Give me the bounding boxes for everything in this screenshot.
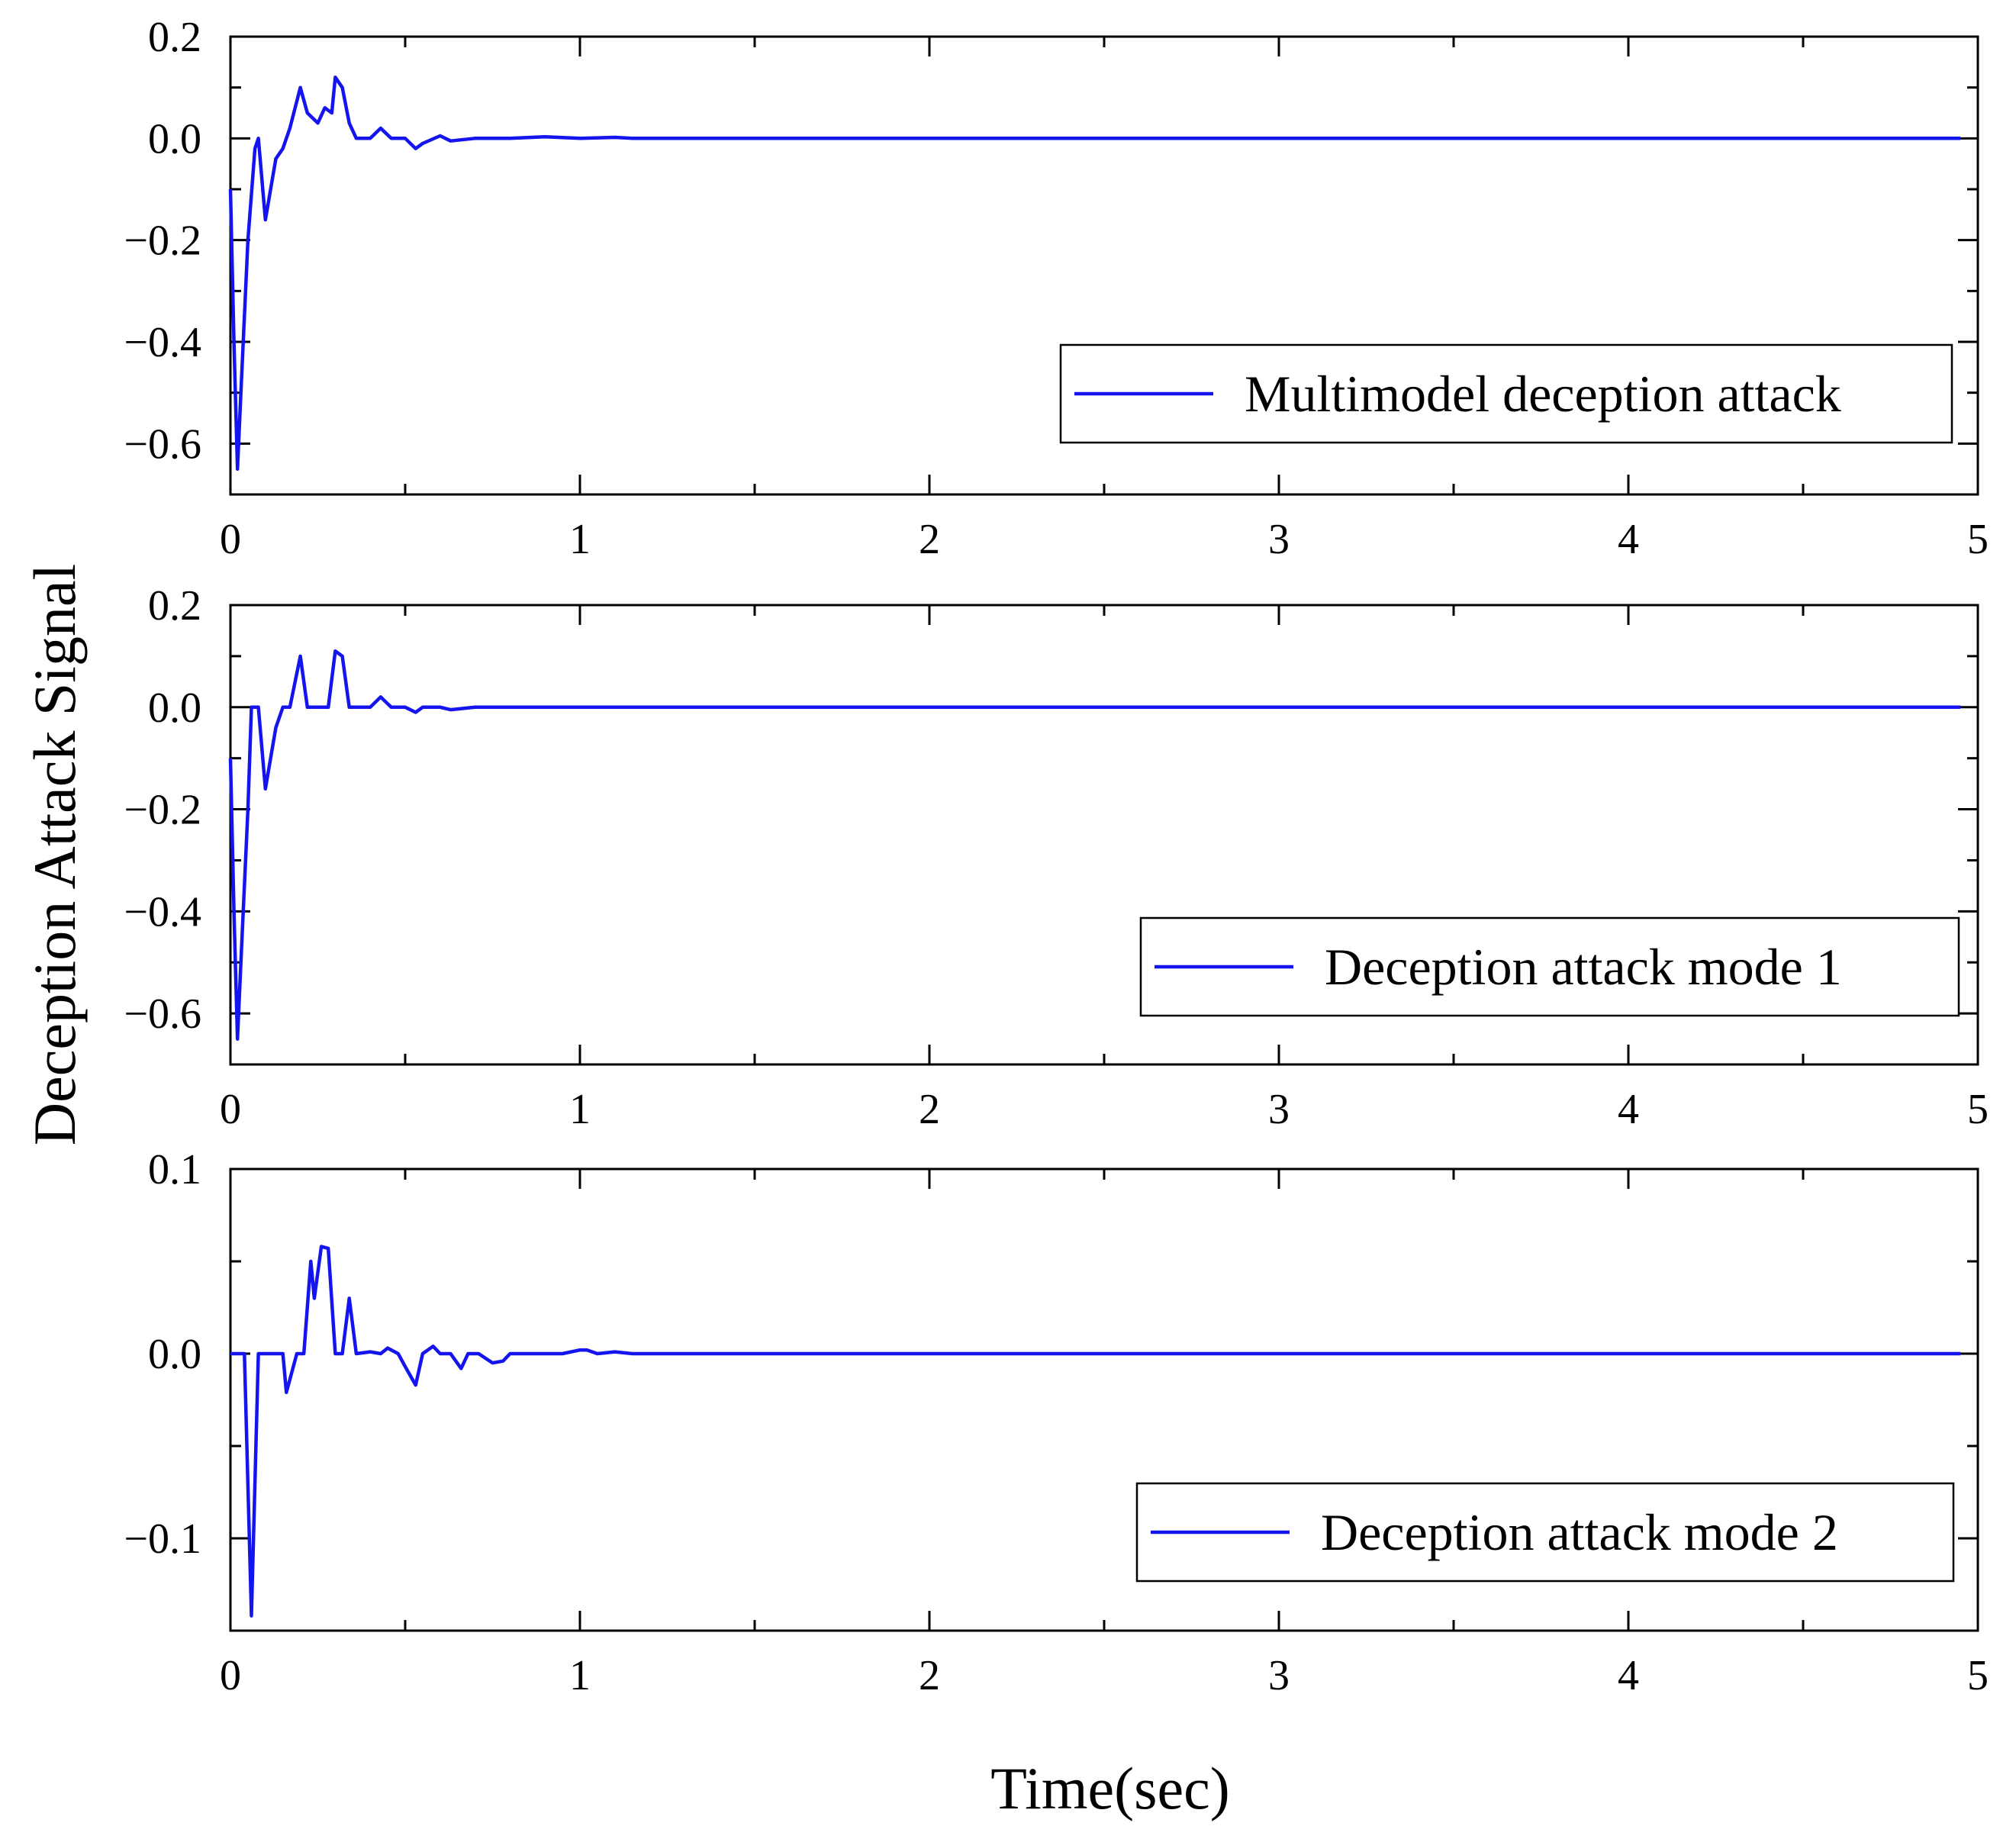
chart-panel-3: 0 1 2 3 4 5 0.1 0.0 −0.1 Deception attack mode 2 [124, 1146, 1989, 1699]
y-tick-label: −0.4 [124, 888, 201, 936]
x-tick-label: 3 [1268, 516, 1290, 563]
x-tick-label: 4 [1618, 1652, 1639, 1699]
x-tick-label: 1 [569, 516, 591, 563]
y-tick-label: 0.0 [148, 684, 201, 732]
x-tick-label: 0 [220, 516, 241, 563]
x-tick-label: 4 [1618, 516, 1639, 563]
x-axis-label: Time(sec) [990, 1755, 1229, 1821]
legend: Deception attack mode 1 [1139, 916, 1960, 1017]
y-axis-label: Deception Attack Signal [21, 564, 88, 1145]
x-tick-label: 3 [1268, 1652, 1290, 1699]
x-tick-label: 5 [1967, 516, 1989, 563]
y-tick-label: −0.4 [124, 319, 201, 366]
series-line [228, 76, 1961, 471]
chart-panel-1: 0 1 2 3 4 5 0.2 0.0 −0.2 −0.4 −0.6 Multimodel decep… [124, 14, 1989, 563]
x-tick-label: 3 [1268, 1086, 1290, 1133]
x-tick-label: 5 [1967, 1086, 1989, 1133]
y-tick-label: −0.2 [124, 787, 201, 834]
x-tick-label: 0 [220, 1086, 241, 1133]
panels: 0 1 2 3 4 5 0.2 0.0 −0.2 −0.4 −0.6 Multimodel decep… [124, 14, 1989, 1699]
x-tick-label: 1 [569, 1652, 591, 1699]
y-tick-label: 0.2 [148, 582, 201, 630]
x-tick-label: 0 [220, 1652, 241, 1699]
y-tick-label: 0.1 [148, 1146, 201, 1193]
y-tick-label: 0.2 [148, 14, 201, 61]
series-line [228, 649, 1961, 1041]
y-tick-label: 0.0 [148, 1331, 201, 1378]
x-tick-label: 2 [919, 1086, 940, 1133]
x-tick-label: 4 [1618, 1086, 1639, 1133]
legend-label: Multimodel deception attack [1245, 365, 1841, 423]
chart-panel-2: 0 1 2 3 4 5 0.2 0.0 −0.2 −0.4 −0.6 Deception attack… [124, 582, 1989, 1133]
y-tick-label: −0.2 [124, 217, 201, 265]
x-tick-label: 5 [1967, 1652, 1989, 1699]
y-tick-label: −0.6 [124, 420, 201, 468]
legend-label: Deception attack mode 2 [1321, 1503, 1838, 1561]
x-tick-label: 2 [919, 1652, 940, 1699]
legend-label: Deception attack mode 1 [1325, 938, 1842, 996]
legend: Deception attack mode 2 [1135, 1482, 1955, 1583]
y-tick-label: −0.1 [124, 1515, 201, 1563]
x-tick-label: 2 [919, 516, 940, 563]
legend: Multimodel deception attack [1059, 343, 1953, 444]
y-tick-label: −0.6 [124, 990, 201, 1038]
x-tick-label: 1 [569, 1086, 591, 1133]
series-line [230, 1245, 1961, 1618]
y-tick-label: 0.0 [148, 115, 201, 163]
